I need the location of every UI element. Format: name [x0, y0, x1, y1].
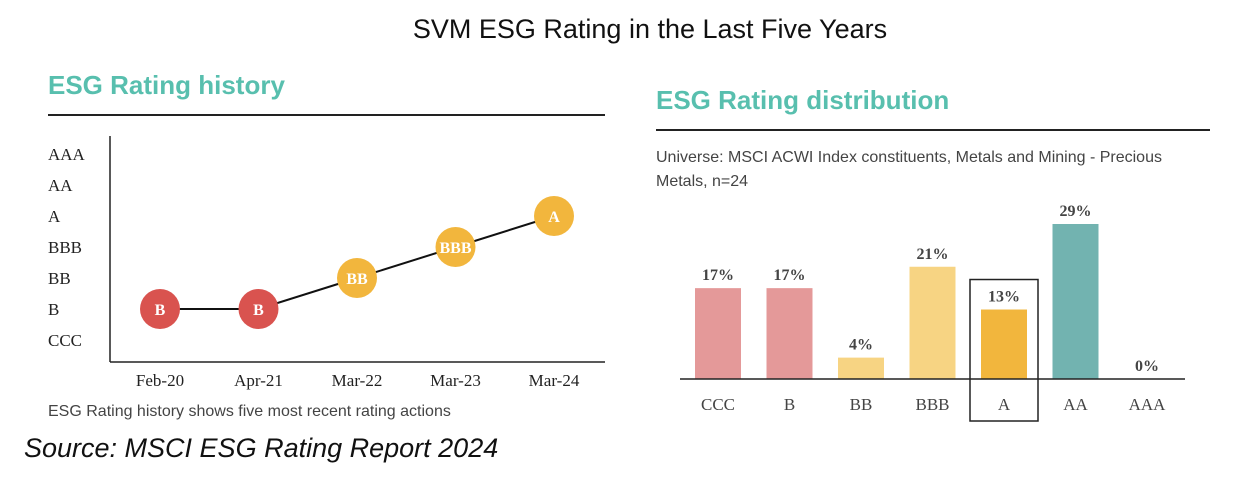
- x-tick-label: BBB: [915, 395, 949, 414]
- history-title-rule: [48, 114, 605, 116]
- x-tick-label: Mar-23: [430, 371, 481, 390]
- distribution-subtitle: Universe: MSCI ACWI Index constituents, …: [656, 146, 1162, 194]
- distribution-subtitle-line-2: Metals, n=24: [656, 173, 749, 190]
- bar-bb: [838, 357, 884, 379]
- bar-a: [981, 309, 1027, 379]
- main-title: SVM ESG Rating in the Last Five Years: [412, 14, 888, 44]
- rating-marker-label: BBB: [439, 240, 471, 257]
- y-tick-label: AA: [48, 176, 73, 195]
- y-tick-label: CCC: [48, 331, 82, 350]
- distribution-subtitle-line-1: Universe: MSCI ACWI Index constituents, …: [656, 149, 1162, 166]
- x-tick-label: B: [784, 395, 795, 414]
- history-caption: ESG Rating history shows five most recen…: [48, 403, 451, 420]
- rating-marker-mar-24: [534, 196, 574, 236]
- rating-marker-label: B: [155, 302, 166, 319]
- bar-value-label: 17%: [702, 267, 734, 284]
- rating-marker-label: B: [253, 302, 264, 319]
- bar-bbb: [909, 266, 956, 379]
- rating-marker-mar-22: [337, 258, 377, 298]
- source-note: Source: MSCI ESG Rating Report 2024: [24, 433, 499, 463]
- x-tick-label: Feb-20: [136, 371, 184, 390]
- bar-value-label: 17%: [774, 267, 806, 284]
- distribution-chart: 17% CCC 17% B 4% BB 21% BBB 13% A 29% AA 0% AAA: [680, 203, 1185, 422]
- rating-marker-apr-21: [238, 289, 279, 329]
- x-tick-label: A: [998, 395, 1011, 414]
- x-tick-label: BB: [850, 395, 873, 414]
- history-title: ESG Rating history: [48, 70, 285, 100]
- bar-value-label: 29%: [1060, 203, 1092, 220]
- bar-value-label: 13%: [988, 289, 1020, 306]
- bar-aa: [1052, 224, 1099, 379]
- rating-marker-label: A: [548, 209, 560, 226]
- rating-marker-label: BB: [346, 271, 368, 288]
- x-tick-label: AAA: [1129, 395, 1167, 414]
- y-tick-label: B: [48, 300, 59, 319]
- distribution-title: ESG Rating distribution: [656, 85, 950, 115]
- y-tick-label: AAA: [48, 145, 86, 164]
- bar-value-label: 0%: [1135, 358, 1159, 375]
- rating-marker-mar-23: [435, 227, 476, 267]
- bar-b: [766, 288, 813, 379]
- x-tick-label: AA: [1063, 395, 1088, 414]
- x-tick-label: Apr-21: [234, 371, 283, 390]
- y-tick-label: BB: [48, 269, 71, 288]
- y-tick-label: A: [48, 207, 61, 226]
- x-tick-label: Mar-24: [529, 371, 580, 390]
- rating-marker-feb-20: [140, 289, 180, 329]
- distribution-title-rule: [656, 129, 1210, 131]
- y-tick-label: BBB: [48, 238, 82, 257]
- x-tick-label: CCC: [701, 395, 735, 414]
- bar-value-label: 21%: [917, 246, 949, 263]
- bar-value-label: 4%: [849, 337, 873, 354]
- bar-ccc: [695, 288, 741, 379]
- highlight-box: [969, 278, 1039, 422]
- x-tick-label: Mar-22: [332, 371, 383, 390]
